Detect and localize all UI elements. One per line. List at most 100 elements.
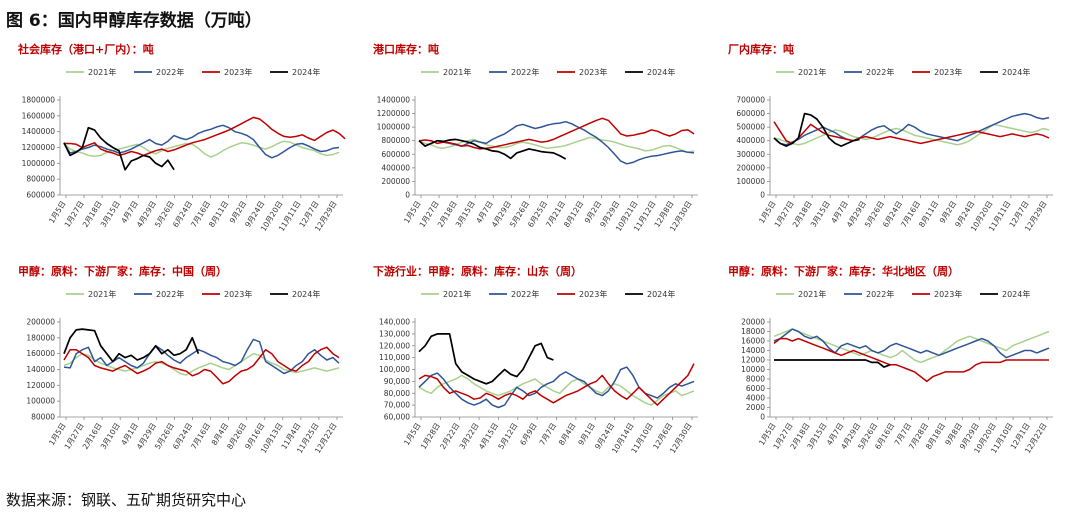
y-tick-label: 1000000: [377, 123, 411, 132]
legend-label-3: 2024年: [292, 289, 320, 299]
legend-label-2: 2023年: [934, 67, 962, 77]
legend-label-0: 2021年: [88, 289, 116, 299]
y-tick-label: 700000: [736, 96, 765, 105]
y-tick-label: 1000000: [22, 159, 56, 168]
y-tick-label: 200000: [736, 163, 765, 172]
y-tick-label: 20000: [741, 318, 765, 327]
series-line-2022年: [418, 366, 695, 409]
y-tick-label: 140000: [26, 365, 55, 374]
x-tick-label: 5月12日: [496, 421, 519, 451]
series-line-2022年: [63, 338, 340, 375]
legend-label-0: 2021年: [798, 289, 826, 299]
y-tick-label: 0: [405, 191, 410, 200]
legend-label-2: 2023年: [224, 67, 252, 77]
y-tick-label: 180000: [26, 333, 55, 342]
series-line-2021年: [63, 352, 340, 376]
y-tick-label: 120,000: [379, 341, 410, 350]
x-tick-label: 8月4日: [557, 421, 578, 447]
legend-label-2: 2023年: [579, 67, 607, 77]
series-line-2023年: [418, 363, 695, 406]
legend-label-1: 2022年: [156, 289, 184, 299]
x-tick-label: 1月5日: [402, 421, 423, 447]
legend-label-0: 2021年: [88, 67, 116, 77]
legend-label-1: 2022年: [511, 289, 539, 299]
legend-label-1: 2022年: [156, 67, 184, 77]
chart-title: 甲醇：原料：下游厂家：库存：华北地区（周）: [728, 264, 959, 278]
chart-downstream-shandong: 下游行业：甲醇：原料：库存：山东（周） 2021年 2022年 2023年 2024年 6…: [373, 264, 698, 455]
y-tick-label: 200000: [381, 177, 410, 186]
y-tick-label: 60,000: [384, 413, 410, 422]
y-tick-label: 1600000: [22, 111, 56, 120]
figure-title: 图 6：国内甲醇库存数据（万吨）: [6, 11, 262, 31]
chart-port-inventory: 港口库存：吨 2021年 2022年 2023年 2024年 0 200000 400000 6…: [373, 42, 698, 233]
x-tick-label: 6月9日: [518, 421, 539, 447]
y-tick-label: 100,000: [379, 365, 410, 374]
series-line-2024年: [418, 333, 554, 385]
series-line-2021年: [418, 374, 695, 406]
y-tick-label: 8000: [746, 375, 765, 384]
legend-label-0: 2021年: [798, 67, 826, 77]
y-tick-label: 1400000: [22, 127, 56, 136]
y-tick-label: 100000: [26, 397, 55, 406]
y-tick-label: 160000: [26, 349, 55, 358]
y-tick-label: 1800000: [22, 96, 56, 105]
y-tick-label: 2000: [746, 403, 765, 412]
legend-label-3: 2024年: [647, 289, 675, 299]
legend-label-0: 2021年: [443, 67, 471, 77]
series-line-2023年: [63, 346, 340, 385]
series-line-2022年: [773, 112, 1050, 146]
legend-label-3: 2024年: [647, 67, 675, 77]
y-tick-label: 500000: [736, 123, 765, 132]
legend-label-1: 2022年: [511, 67, 539, 77]
series-line-2024年: [63, 126, 175, 171]
y-tick-label: 14000: [741, 346, 765, 355]
chart-factory-inventory: 厂内库存：吨 2021年 2022年 2023年 2024年 0 100000 200000 3…: [728, 42, 1053, 233]
y-tick-label: 1400000: [377, 96, 411, 105]
x-tick-label: 9月1日: [576, 421, 597, 447]
y-tick-label: 0: [760, 413, 765, 422]
y-tick-label: 18000: [741, 327, 765, 336]
y-tick-label: 110,000: [379, 353, 410, 362]
series-line-2023年: [418, 117, 695, 150]
y-tick-label: 90,000: [384, 377, 410, 386]
y-tick-label: 1200000: [377, 109, 411, 118]
y-tick-label: 120000: [26, 381, 55, 390]
y-tick-label: 12000: [741, 356, 765, 365]
y-tick-label: 1200000: [22, 143, 56, 152]
chart-title: 港口库存：吨: [373, 42, 439, 56]
y-tick-label: 600000: [26, 191, 55, 200]
y-tick-label: 130,000: [379, 329, 410, 338]
y-tick-label: 400000: [381, 163, 410, 172]
chart-title: 甲醇：原料：下游厂家：库存：中国（周）: [18, 264, 227, 278]
y-tick-label: 800000: [26, 175, 55, 184]
y-tick-label: 0: [760, 191, 765, 200]
y-tick-label: 70,000: [384, 401, 410, 410]
chart-title: 厂内库存：吨: [728, 42, 794, 56]
series-line-2022年: [773, 328, 1050, 359]
figure-source: 数据来源：钢联、五矿期货研究中心: [6, 491, 247, 509]
series-line-2022年: [63, 124, 340, 159]
series-line-2024年: [774, 359, 891, 368]
series-line-2024年: [773, 112, 860, 147]
series-line-2023年: [773, 121, 1050, 145]
series-line-2023年: [64, 116, 346, 157]
y-tick-label: 16000: [741, 337, 765, 346]
legend-label-3: 2024年: [292, 67, 320, 77]
y-tick-label: 800000: [381, 136, 410, 145]
legend-label-3: 2024年: [1002, 67, 1030, 77]
legend-label-2: 2023年: [579, 289, 607, 299]
y-tick-label: 200000: [26, 318, 55, 327]
y-tick-label: 140,000: [379, 318, 410, 327]
legend-label-2: 2023年: [934, 289, 962, 299]
chart-downstream-china: 甲醇：原料：下游厂家：库存：中国（周） 2021年 2022年 2023年 2024年 8…: [18, 264, 343, 455]
y-tick-label: 6000: [746, 384, 765, 393]
legend-label-1: 2022年: [866, 67, 894, 77]
legend-label-3: 2024年: [1002, 289, 1030, 299]
y-tick-label: 10000: [741, 365, 765, 374]
series-line-2024年: [63, 328, 200, 363]
x-tick-label: 7月7日: [538, 421, 559, 447]
legend-label-0: 2021年: [443, 289, 471, 299]
series-line-2021年: [773, 123, 1050, 146]
legend-label-1: 2022年: [866, 289, 894, 299]
legend-label-2: 2023年: [224, 289, 252, 299]
